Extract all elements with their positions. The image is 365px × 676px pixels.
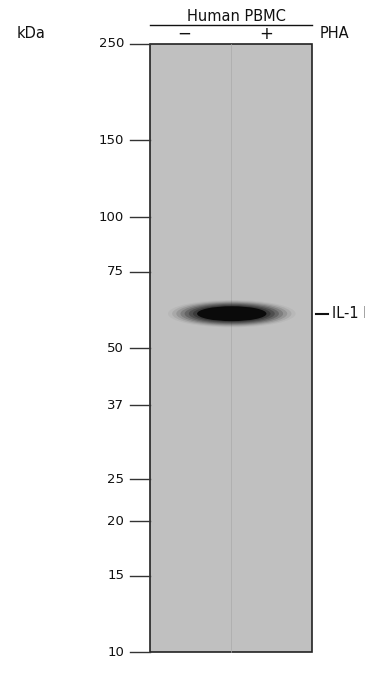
Text: 15: 15 [107,569,124,582]
Bar [150,44,312,652]
Text: kDa: kDa [16,26,46,41]
Text: 37: 37 [107,399,124,412]
Text: 50: 50 [107,341,124,355]
Text: 10: 10 [107,646,124,659]
Text: 150: 150 [99,134,124,147]
Text: −: − [177,25,191,43]
Text: 20: 20 [107,515,124,528]
Text: 250: 250 [99,37,124,51]
Ellipse shape [176,301,287,326]
Text: 100: 100 [99,211,124,224]
Text: 25: 25 [107,473,124,485]
Ellipse shape [172,301,291,327]
Ellipse shape [180,303,283,324]
Ellipse shape [189,304,275,323]
Text: Human PBMC: Human PBMC [187,9,286,24]
Ellipse shape [197,306,266,321]
Ellipse shape [185,304,279,324]
Text: IL-1 RII: IL-1 RII [332,306,365,321]
Text: PHA: PHA [319,26,349,41]
Text: +: + [260,25,273,43]
Text: 75: 75 [107,265,124,278]
Ellipse shape [193,306,270,322]
